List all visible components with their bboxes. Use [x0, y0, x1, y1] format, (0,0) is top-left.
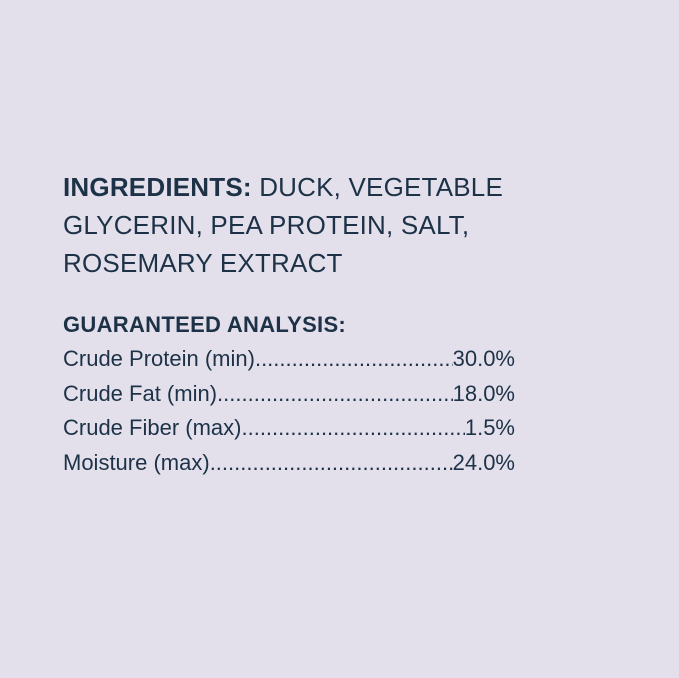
- analysis-row-fat: Crude Fat (min) 18.0%: [63, 377, 515, 412]
- dot-leader: [255, 342, 453, 377]
- ingredients-label: INGREDIENTS:: [63, 172, 252, 202]
- ingredients-text: DUCK, VEGETABLE GLYCERIN, PEA PROTEIN, S…: [63, 172, 503, 278]
- dot-leader: [210, 446, 453, 481]
- row-label: Moisture (max): [63, 449, 210, 475]
- analysis-row-protein: Crude Protein (min) 30.0%: [63, 342, 515, 377]
- row-label: Crude Protein (min): [63, 346, 255, 371]
- row-value: 30.0%: [452, 346, 515, 371]
- row-label: Crude Fiber (max): [63, 415, 242, 440]
- row-value: 24.0%: [452, 449, 515, 475]
- dot-leader: [241, 411, 464, 446]
- analysis-row-moisture: Moisture (max) 24.0%: [63, 446, 515, 481]
- ingredients-block: INGREDIENTS: DUCK, VEGETABLE GLYCERIN, P…: [63, 168, 543, 282]
- row-value: 18.0%: [452, 380, 515, 406]
- row-value: 1.5%: [464, 415, 515, 440]
- analysis-row-fiber: Crude Fiber (max) 1.5%: [63, 411, 515, 446]
- dot-leader: [217, 377, 453, 412]
- analysis-title: GUARANTEED ANALYSIS:: [63, 312, 347, 337]
- guaranteed-analysis: GUARANTEED ANALYSIS: Crude Protein (min)…: [63, 310, 515, 480]
- row-label: Crude Fat (min): [63, 380, 218, 406]
